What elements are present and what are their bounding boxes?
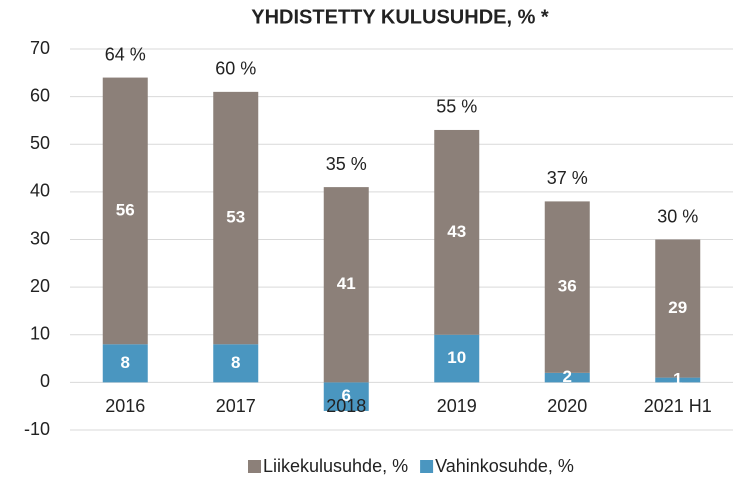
bar-segment (102, 344, 148, 383)
legend-label: Vahinkosuhde, % (435, 456, 574, 476)
bar-segment (213, 344, 259, 383)
data-label: 1 (673, 369, 682, 388)
bar-segment (213, 91, 259, 345)
total-label: 30 % (657, 206, 698, 226)
total-label: 35 % (326, 154, 367, 174)
data-label: 43 (447, 222, 466, 241)
bar-segment (655, 377, 701, 383)
bar-segment (102, 77, 148, 345)
bar-segment (434, 129, 480, 335)
y-tick-label: 10 (30, 324, 50, 344)
data-label: 10 (447, 348, 466, 367)
total-label: 60 % (215, 59, 256, 79)
y-tick-label: 40 (30, 181, 50, 201)
chart-title: YHDISTETTY KULUSUHDE, % * (251, 6, 549, 28)
data-label: 2 (563, 367, 572, 386)
bar-segment (544, 201, 590, 373)
x-tick-label: 2018 (326, 396, 366, 416)
y-tick-label: 60 (30, 85, 50, 105)
legend-swatch (420, 460, 434, 473)
data-label: 41 (337, 274, 356, 293)
data-label: 6 (342, 386, 351, 405)
data-label: 53 (226, 208, 245, 227)
y-tick-label: 70 (30, 38, 50, 58)
data-label: 56 (116, 200, 135, 219)
data-label: 8 (121, 353, 130, 372)
x-tick-label: 2016 (105, 396, 145, 416)
bar-segment (323, 382, 369, 411)
data-label: 8 (231, 353, 240, 372)
data-label: 29 (668, 298, 687, 317)
bar-segment (323, 187, 369, 383)
x-tick-label: 2017 (216, 396, 256, 416)
y-tick-label: 20 (30, 276, 50, 296)
x-tick-label: 2019 (437, 396, 477, 416)
x-tick-label: 2020 (547, 396, 587, 416)
y-tick-label: 30 (30, 228, 50, 248)
data-label: 36 (558, 277, 577, 296)
total-label: 55 % (436, 97, 477, 117)
y-tick-label: 0 (40, 371, 50, 391)
legend-label: Liikekulusuhde, % (263, 456, 408, 476)
y-tick-label: 50 (30, 133, 50, 153)
bar-segment (544, 372, 590, 383)
y-tick-label: -10 (24, 419, 50, 439)
total-label: 37 % (547, 168, 588, 188)
legend-swatch (248, 460, 261, 473)
x-tick-label: 2021 H1 (644, 396, 712, 416)
bar-segment (434, 334, 480, 383)
bar-segment (655, 239, 701, 378)
total-label: 64 % (105, 44, 146, 64)
